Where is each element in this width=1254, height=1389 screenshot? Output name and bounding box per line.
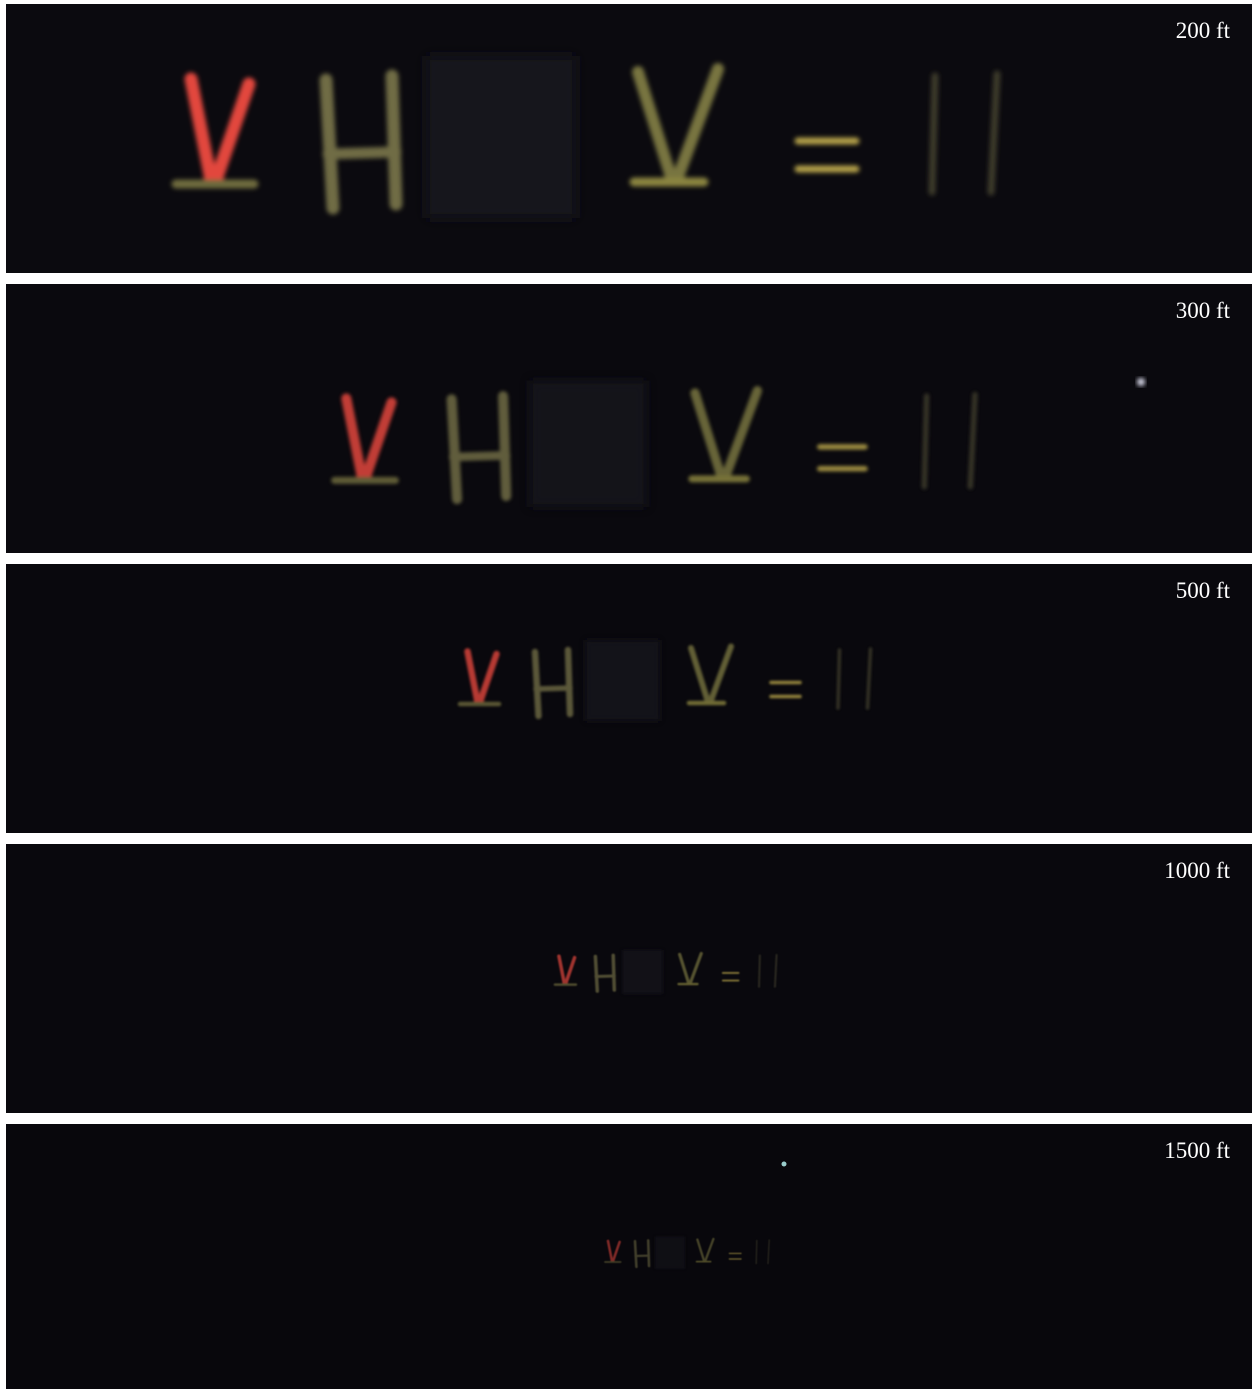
light-spot (1137, 378, 1145, 386)
panel: 1500 ft (6, 1124, 1252, 1389)
light-spot (781, 1161, 787, 1167)
photo (6, 1124, 1252, 1389)
distance-label: 1500 ft (1164, 1138, 1230, 1163)
distance-label: 1000 ft (1164, 858, 1230, 883)
panel: 500 ft (6, 564, 1252, 833)
panel: 1000 ft (6, 844, 1252, 1113)
photo (6, 4, 1252, 273)
distance-label: 500 ft (1176, 578, 1231, 603)
distance-label: 200 ft (1176, 18, 1231, 43)
distance-label: 300 ft (1176, 298, 1231, 323)
panel: 300 ft (6, 284, 1252, 553)
panel: 200 ft (6, 4, 1252, 273)
